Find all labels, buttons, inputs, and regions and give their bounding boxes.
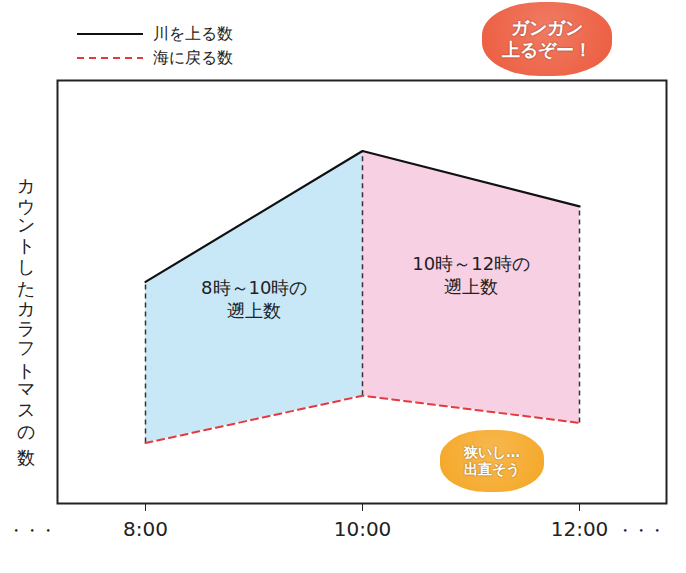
html-text:カウントしたカラフトマスの数: カウントしたカラフトマスの数: [16, 165, 37, 435]
svg-text:10:00: 10:00: [334, 517, 392, 541]
svg-text:8:00: 8:00: [123, 517, 168, 541]
svg-text:8時～10時の遡上数: 8時～10時の遡上数: [201, 277, 307, 321]
html-text:川を上る数: 川を上る数: [153, 23, 233, 43]
html-text:ガンガン: ガンガン: [511, 17, 583, 39]
svg-text:10時～12時の遡上数: 10時～12時の遡上数: [412, 253, 530, 297]
html-text:上るぞー！: 上るぞー！: [502, 39, 592, 60]
html-text:海に戻る数: 海に戻る数: [153, 47, 233, 67]
html-text:狭いし…: 狭いし…: [464, 444, 520, 461]
svg-text:12:00: 12:00: [551, 517, 609, 541]
html-text:出直そう: 出直そう: [464, 461, 520, 477]
